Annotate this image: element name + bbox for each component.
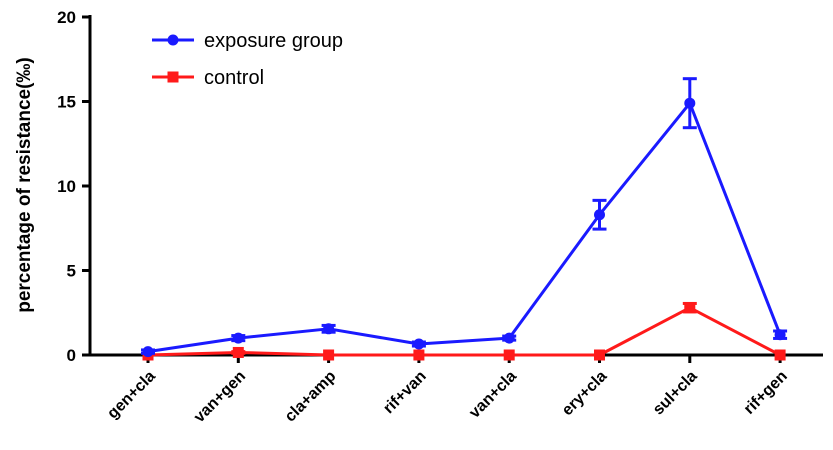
series-control bbox=[142, 301, 786, 361]
y-tick-label: 5 bbox=[67, 262, 76, 281]
data-point bbox=[774, 329, 786, 341]
y-tick-label: 10 bbox=[57, 177, 76, 196]
x-tick-label: rif+van bbox=[380, 368, 429, 417]
data-point bbox=[323, 349, 335, 361]
x-tick-label: rif+gen bbox=[741, 368, 791, 418]
x-tick-label: sul+cla bbox=[650, 368, 701, 419]
data-point bbox=[594, 209, 605, 221]
series-line bbox=[147, 101, 782, 354]
data-point bbox=[774, 349, 786, 361]
data-point bbox=[594, 349, 605, 361]
x-tick-label: gen+cla bbox=[104, 368, 159, 423]
data-point bbox=[413, 338, 425, 350]
data-point bbox=[232, 332, 244, 344]
legend-label: control bbox=[204, 67, 264, 89]
y-tick-label: 0 bbox=[67, 346, 76, 365]
series-exposure-group bbox=[141, 77, 788, 358]
legend-item: exposure group bbox=[152, 30, 343, 52]
legend-marker bbox=[167, 34, 179, 46]
data-point bbox=[503, 349, 515, 361]
x-tick-label: van+gen bbox=[191, 368, 249, 426]
legend-marker bbox=[167, 71, 179, 83]
series-line bbox=[147, 306, 781, 357]
legend-label: exposure group bbox=[204, 30, 343, 52]
data-point bbox=[503, 332, 515, 344]
data-point bbox=[684, 97, 696, 109]
data-point bbox=[413, 349, 425, 361]
x-tick-label: van+cla bbox=[466, 368, 520, 422]
legend: exposure group control bbox=[152, 30, 343, 89]
axes: 0 5 10 15 20 gen+cla van+gen cla+amp rif+van van+… bbox=[57, 8, 823, 426]
x-tick-label: ery+cla bbox=[559, 368, 610, 419]
y-tick-label: 20 bbox=[57, 8, 76, 27]
data-point bbox=[142, 346, 154, 358]
x-tick-label: cla+amp bbox=[282, 368, 340, 426]
data-point bbox=[232, 346, 244, 358]
series-layer bbox=[141, 77, 788, 361]
legend-item: control bbox=[152, 67, 264, 89]
y-axis-title: percentage of resistance(‰) bbox=[14, 57, 35, 313]
data-point bbox=[323, 323, 335, 335]
y-tick-label: 15 bbox=[57, 93, 76, 112]
data-point bbox=[684, 302, 696, 314]
